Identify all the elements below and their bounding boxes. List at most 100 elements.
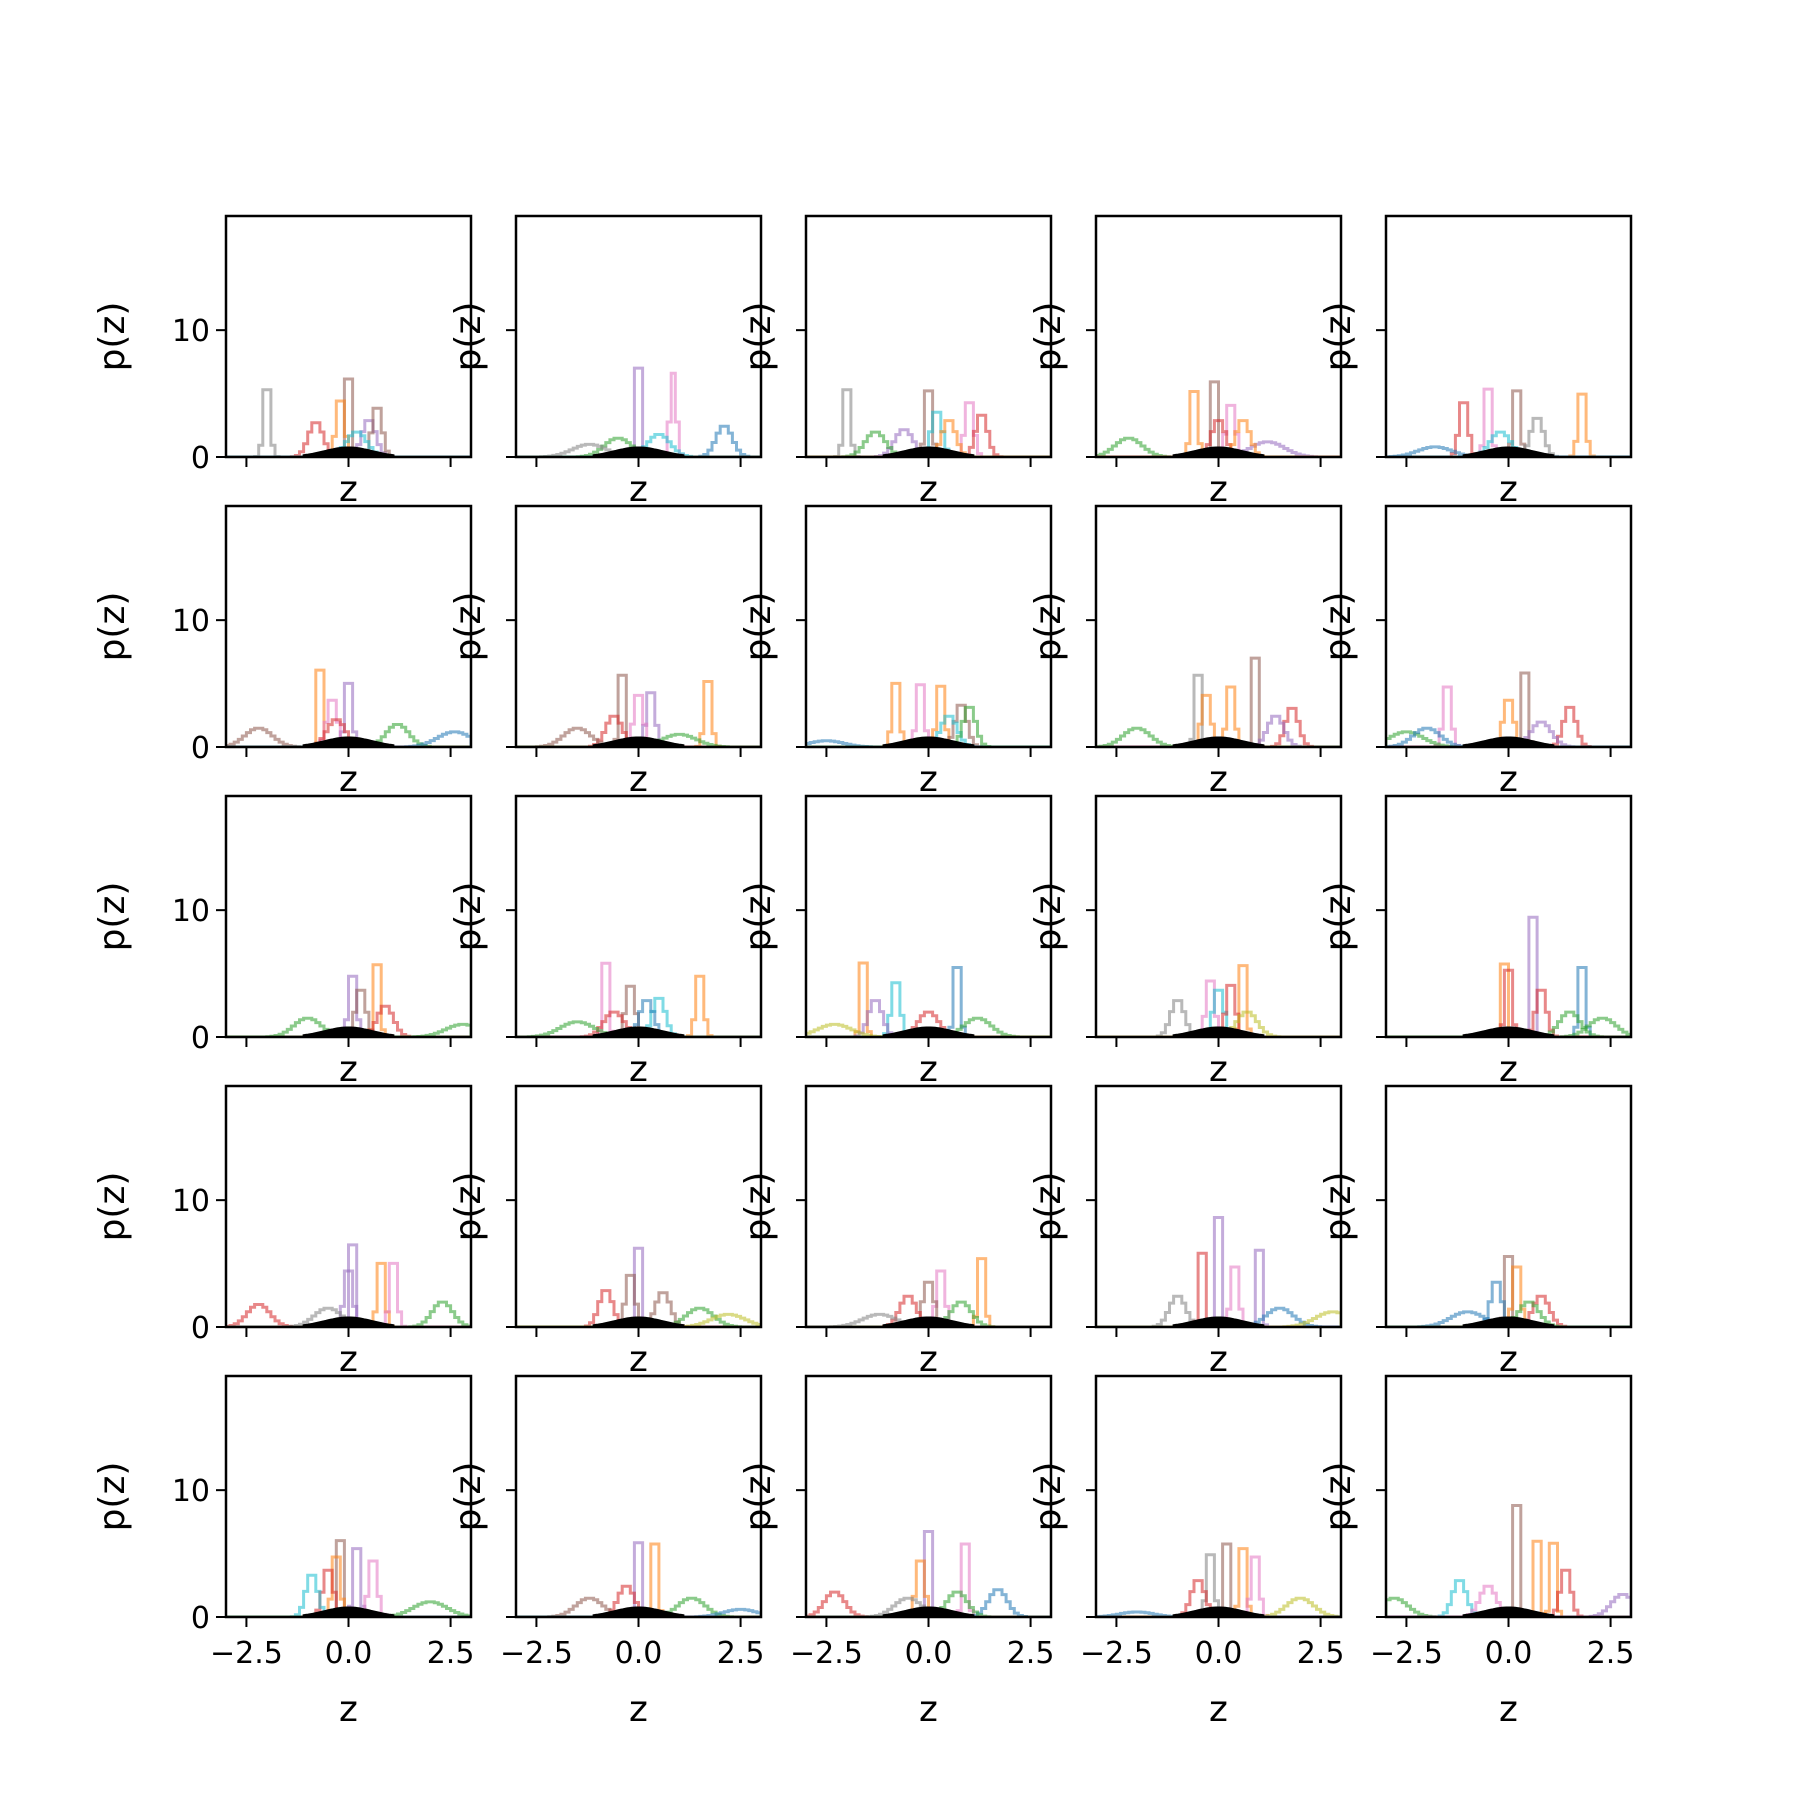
y-tick-label: 0 xyxy=(191,731,210,766)
histogram-series-2 xyxy=(1096,979,1341,1037)
y-tick-label: 10 xyxy=(172,314,210,349)
y-axis-label: p(z) xyxy=(1318,882,1359,952)
x-axis-label: z xyxy=(1499,759,1518,800)
histogram-series-4 xyxy=(226,1269,471,1327)
y-tick-label: 0 xyxy=(191,1311,210,1346)
histogram-series-6 xyxy=(806,1590,1051,1617)
prior-density xyxy=(882,1316,975,1327)
y-axis-label: p(z) xyxy=(738,1172,779,1242)
x-tick-label: −2.5 xyxy=(1080,1636,1153,1671)
x-tick-label: 2.5 xyxy=(427,1636,475,1671)
histogram-series-1 xyxy=(806,388,1051,457)
histogram-series-2 xyxy=(226,974,471,1037)
x-axis-label: z xyxy=(1209,1689,1228,1730)
y-axis-label: p(z) xyxy=(1028,302,1069,372)
histogram-series-3 xyxy=(226,399,471,457)
x-tick-label: −2.5 xyxy=(1370,1636,1443,1671)
prior-density xyxy=(302,736,395,747)
histogram-series-4 xyxy=(516,996,761,1037)
histogram-series-2 xyxy=(226,681,471,747)
x-axis-label: z xyxy=(919,1339,938,1380)
panel-4-4: z p(z) xyxy=(1028,1084,1343,1380)
x-tick-label: 2.5 xyxy=(1587,1636,1635,1671)
prior-density xyxy=(592,736,685,747)
prior-density xyxy=(302,1026,395,1037)
x-axis-label: z xyxy=(1499,1049,1518,1090)
histogram-series-2 xyxy=(1386,962,1631,1037)
histogram-series-2 xyxy=(806,1269,1051,1327)
x-axis-label: z xyxy=(1209,1049,1228,1090)
prior-density xyxy=(882,1026,975,1037)
x-axis-label: z xyxy=(919,759,938,800)
plot-area xyxy=(226,1243,471,1327)
prior-density xyxy=(592,446,685,457)
x-axis-label: z xyxy=(1499,1689,1518,1730)
x-axis-label: z xyxy=(629,1049,648,1090)
histogram-series-6 xyxy=(1386,1300,1631,1327)
plot-area xyxy=(516,961,761,1037)
x-axis-label: z xyxy=(629,469,648,510)
panel-3-1: 0 10 z p(z) xyxy=(92,794,473,1090)
panel-2-2: z p(z) xyxy=(448,504,763,800)
histogram-series-7 xyxy=(1096,1610,1341,1617)
x-tick-label: 0.0 xyxy=(1195,1636,1243,1671)
y-axis-label: p(z) xyxy=(738,1462,779,1532)
x-tick-label: 0.0 xyxy=(905,1636,953,1671)
histogram-series-1 xyxy=(806,1530,1051,1617)
histogram-series-5 xyxy=(226,726,471,747)
histogram-series-1 xyxy=(1096,380,1341,457)
histogram-series-1 xyxy=(516,1246,761,1327)
histogram-series-7 xyxy=(226,430,471,457)
panel-4-1: 0 10 z p(z) xyxy=(92,1084,473,1380)
histogram-series-5 xyxy=(1096,706,1341,747)
prior-density xyxy=(1462,1316,1555,1327)
histogram-series-3 xyxy=(1096,1553,1341,1617)
histogram-series-7 xyxy=(1096,1310,1341,1327)
x-axis-label: z xyxy=(629,1689,648,1730)
plot-area xyxy=(1096,1542,1341,1617)
histogram-series-4 xyxy=(1096,419,1341,457)
prior-density xyxy=(882,736,975,747)
plot-area xyxy=(516,1541,761,1617)
histogram-series-5 xyxy=(806,714,1051,747)
x-axis-label: z xyxy=(629,759,648,800)
histogram-series-6 xyxy=(1096,1596,1341,1617)
histogram-series-5 xyxy=(226,419,471,457)
histogram-series-7 xyxy=(226,730,471,747)
histogram-series-5 xyxy=(226,1303,471,1327)
histogram-series-7 xyxy=(1386,1016,1631,1037)
panel-3-5: z p(z) xyxy=(1318,794,1633,1090)
y-axis-label: p(z) xyxy=(1028,882,1069,952)
histogram-series-3 xyxy=(1386,968,1631,1037)
histogram-series-4 xyxy=(516,693,761,747)
y-axis-label: p(z) xyxy=(1318,302,1359,372)
y-tick-label: 10 xyxy=(172,1184,210,1219)
histogram-series-5 xyxy=(806,1010,1051,1037)
panel-1-4: z p(z) xyxy=(1028,214,1343,510)
histogram-series-7 xyxy=(1386,1593,1631,1617)
histogram-series-3 xyxy=(806,1280,1051,1327)
x-axis-label: z xyxy=(919,1689,938,1730)
histogram-series-6 xyxy=(516,1607,761,1617)
histogram-series-3 xyxy=(1386,698,1631,747)
histogram-series-3 xyxy=(1386,1280,1631,1327)
y-axis-label: p(z) xyxy=(1318,1172,1359,1242)
prior-density xyxy=(302,446,395,457)
histogram-series-3 xyxy=(806,684,1051,747)
prior-density xyxy=(302,1606,395,1617)
x-axis-label: z xyxy=(1209,469,1228,510)
y-axis-label: p(z) xyxy=(448,302,489,372)
histogram-series-3 xyxy=(806,1559,1051,1617)
x-axis-label: z xyxy=(339,469,358,510)
prior-density xyxy=(882,446,975,457)
y-axis-label: p(z) xyxy=(448,1172,489,1242)
y-tick-label: 10 xyxy=(172,894,210,929)
panel-2-5: z p(z) xyxy=(1318,504,1633,800)
prior-density xyxy=(1172,1026,1265,1037)
histogram-series-1 xyxy=(1096,1216,1341,1327)
prior-density xyxy=(882,1606,975,1617)
plot-area xyxy=(806,961,1051,1037)
x-tick-label: −2.5 xyxy=(210,1636,283,1671)
plot-area xyxy=(1096,964,1341,1037)
histogram-series-6 xyxy=(226,1022,471,1037)
